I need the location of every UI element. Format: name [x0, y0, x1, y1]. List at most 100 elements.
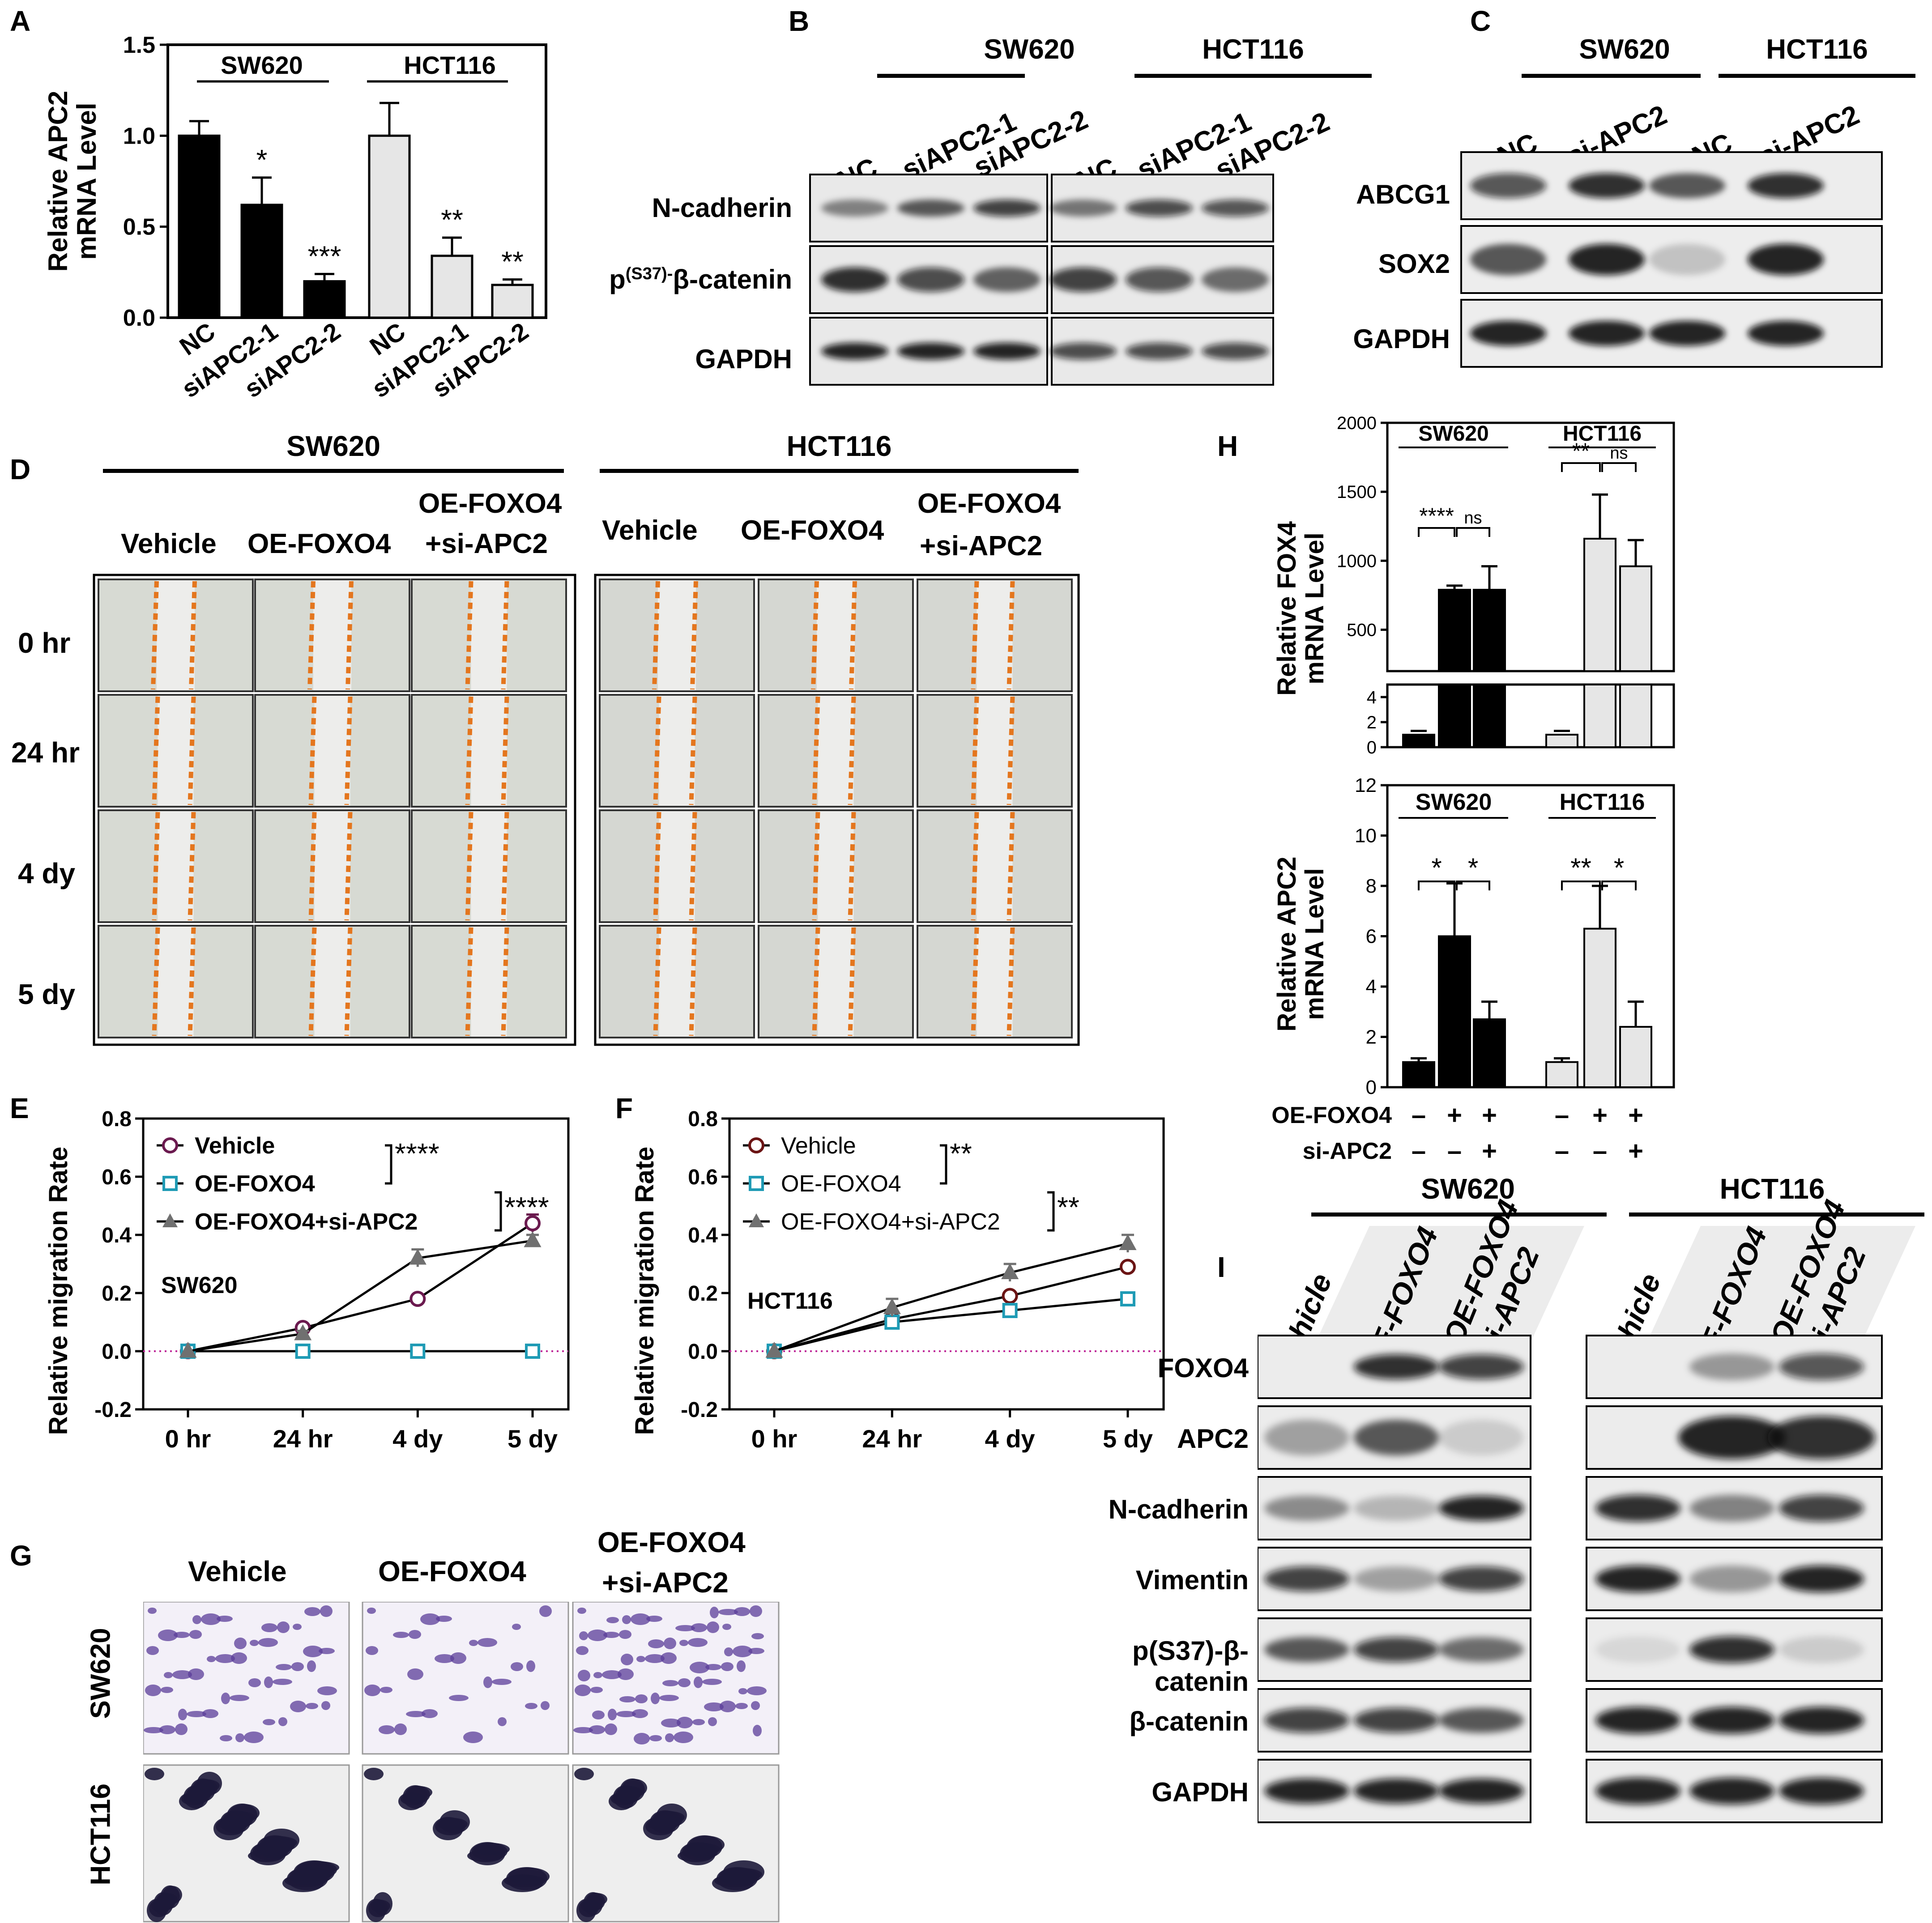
panel-h-top-bar: [1402, 734, 1435, 748]
blot-c-band: [1470, 173, 1546, 198]
blot-i-band: [1779, 1566, 1864, 1592]
panel-h-top-bar: [1473, 589, 1506, 672]
blot-b-band: [821, 200, 888, 217]
transwell-cell-cluster: [723, 1860, 764, 1884]
transwell-cell: [588, 1629, 607, 1641]
transwell-cell: [690, 1662, 709, 1673]
transwell-cell-cluster: [407, 1786, 432, 1799]
transwell-cell: [753, 1725, 762, 1736]
blot-i-band: [1689, 1353, 1774, 1380]
panel-h-oe-sign: –: [1555, 1101, 1569, 1130]
blot-b-band: [1049, 343, 1117, 360]
transwell-cell: [675, 1625, 695, 1631]
blot-i-band: [1354, 1708, 1439, 1733]
blot-b-band: [1202, 200, 1269, 217]
transwell-cell: [539, 1605, 552, 1617]
line-chart-ytick-label: 0.2: [688, 1282, 718, 1306]
transwell-cell: [234, 1638, 247, 1649]
legend-sig-label: **: [1057, 1191, 1079, 1223]
panel-h-sig-bracket: [1456, 527, 1490, 537]
line-chart-point: [179, 1341, 197, 1358]
wound-col-hct-oe: OE-FOXO4: [741, 515, 884, 546]
transwell-cell: [235, 1733, 244, 1742]
transwell-cell: [187, 1711, 206, 1717]
blot-i-band: [1689, 1636, 1774, 1663]
transwell-image-hct116: [362, 1764, 569, 1923]
transwell-cell: [708, 1717, 717, 1726]
wound-gap: [158, 927, 194, 1037]
transwell-cell: [702, 1679, 722, 1685]
transwell-cell: [230, 1695, 249, 1701]
panel-a-significance: **: [441, 204, 463, 236]
transwell-cell-cluster: [373, 1892, 392, 1915]
panel-label-d: D: [10, 453, 31, 485]
panel-h-ytick-label: 0: [1367, 738, 1377, 757]
wound-col-sw620-oe: OE-FOXO4: [247, 528, 391, 559]
transwell-col-2a: OE-FOXO4: [597, 1526, 746, 1558]
transwell-cell-cluster: [574, 1768, 594, 1780]
transwell-cell: [662, 1680, 678, 1686]
transwell-cell: [450, 1652, 466, 1664]
line-chart-point: [409, 1248, 426, 1265]
transwell-cell: [307, 1660, 316, 1672]
transwell-cell: [631, 1613, 650, 1625]
blot-b-band: [1202, 343, 1269, 360]
line-chart-ylabel: Relative migration Rate: [44, 1147, 73, 1435]
wound-edge-line: [653, 812, 661, 921]
transwell-cell: [220, 1735, 232, 1741]
transwell-cell: [221, 1693, 230, 1704]
transwell-cell: [603, 1632, 619, 1638]
transwell-cell: [649, 1735, 662, 1741]
blot-c-membranes: [1460, 151, 1883, 368]
wound-edge-line: [812, 927, 820, 1036]
line-chart-xtick-label: 0 hr: [165, 1425, 211, 1453]
transwell-cell: [747, 1686, 767, 1695]
wound-gap: [157, 580, 195, 690]
line-chart-frame: [142, 1117, 570, 1411]
line-chart-ytick-label: 0.4: [102, 1224, 132, 1247]
transwell-cell: [469, 1640, 478, 1646]
wound-edge-line: [501, 812, 509, 921]
transwell-cell: [303, 1646, 323, 1657]
panel-h-oe-sign: +: [1447, 1101, 1462, 1130]
panel-h-top-bar-lower: [1473, 684, 1506, 748]
transwell-cell: [161, 1687, 173, 1693]
legend-label: OE-FOXO4: [781, 1171, 901, 1197]
panel-a-bar: [491, 284, 534, 319]
blot-i-band: [1264, 1496, 1349, 1521]
transwell-cell: [188, 1668, 204, 1680]
transwell-cell: [622, 1615, 631, 1624]
transwell-cell: [291, 1662, 304, 1671]
legend-label: Vehicle: [195, 1133, 275, 1159]
panel-h-sig-label: *: [1431, 853, 1442, 883]
wound-edge-line: [189, 581, 197, 690]
panel-h-sig-bracket: [1601, 881, 1637, 890]
blot-i-band: [1779, 1495, 1864, 1522]
legend-label: OE-FOXO4+si-APC2: [781, 1209, 1000, 1235]
blot-b-band: [1202, 267, 1269, 292]
line-chart-cell-label: SW620: [161, 1272, 238, 1298]
line-chart-series-line: [774, 1266, 1128, 1353]
panel-h-ytick-label: 4: [1367, 688, 1377, 707]
transwell-cell: [250, 1640, 259, 1646]
blot-i-row-label: Vimentin: [1135, 1565, 1249, 1595]
panel-h-bottom-group: HCT116: [1560, 789, 1645, 815]
transwell-cell: [148, 1608, 157, 1614]
transwell-cell: [273, 1679, 292, 1685]
line-chart-series-line: [774, 1242, 1128, 1353]
blot-i-group-line-sw620: [1311, 1213, 1607, 1217]
transwell-cell: [659, 1695, 679, 1701]
line-chart-point: [1002, 1303, 1018, 1318]
transwell-cell: [665, 1733, 674, 1742]
transwell-cell: [634, 1733, 650, 1744]
panel-h-sig-label: ****: [1419, 503, 1454, 528]
blot-i-band: [1595, 1495, 1680, 1522]
transwell-cell: [172, 1670, 192, 1679]
blot-i-band: [1439, 1420, 1524, 1455]
panel-h-oe-sign: +: [1628, 1101, 1643, 1130]
wound-edge-line: [848, 696, 856, 805]
transwell-cell: [737, 1660, 746, 1672]
line-chart-point: [1120, 1259, 1136, 1275]
transwell-cell: [217, 1616, 233, 1622]
wound-edge-line: [689, 812, 697, 921]
